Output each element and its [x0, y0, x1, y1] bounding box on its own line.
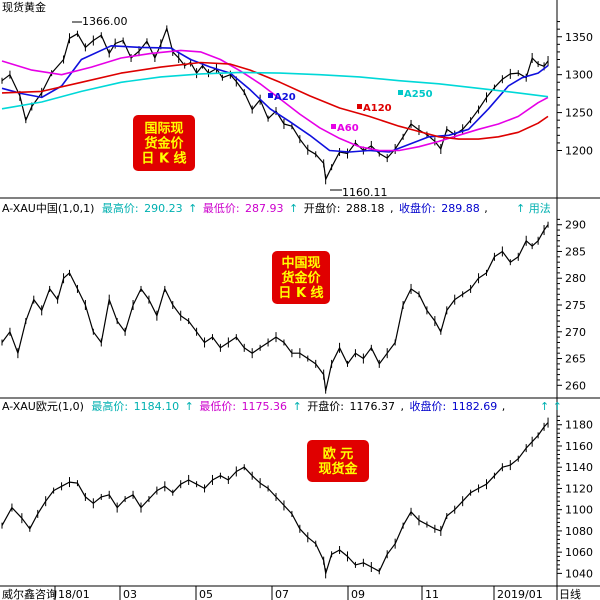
panel2-open-value: 288.18 [346, 202, 385, 215]
panel3-high-label: 最高价: [91, 399, 128, 413]
y-tick-label: 1350 [565, 31, 593, 44]
panel2-low-value: 287.93 [245, 202, 284, 215]
panel2-extra: ↑ 用法 [516, 201, 551, 215]
y-tick-label: 1040 [565, 567, 593, 580]
ma250-label: A250 [404, 89, 433, 100]
date-tick-label: 09 [351, 588, 365, 600]
y-tick-label: 275 [565, 299, 586, 312]
y-tick-label: 1120 [565, 482, 593, 495]
panel3-close-label: 收盘价: [410, 399, 447, 413]
panel1-label-line: 货金价 [144, 136, 184, 152]
panel2-open-label: 开盘价: [304, 201, 341, 215]
panel3-arrow2: ↑ [293, 400, 302, 413]
y-tick-label: 265 [565, 353, 586, 366]
panel3-name: A-XAU欧元(1,0) [2, 400, 84, 413]
panel2-sep2: , [484, 202, 488, 215]
panel2-low-label: 最低价: [203, 202, 240, 215]
panel2-name: A-XAU中国(1,0,1) [2, 202, 94, 215]
ma250-marker [398, 90, 403, 95]
panel2-high-label: 最高价: [102, 201, 139, 215]
ma20-label: A20 [274, 92, 296, 103]
price-line [1, 224, 549, 392]
ma20-marker [268, 93, 273, 98]
panel3-info-line: A-XAU欧元(1,0) 最高价: 1184.10 ↑ 最低价: 1175.36… [2, 399, 505, 413]
y-tick-label: 1200 [565, 145, 593, 158]
ma60-label: A60 [337, 123, 359, 134]
ma120-label: A120 [363, 103, 392, 114]
date-tick-label: 2019/01 [497, 588, 543, 600]
footer-source: 威尔鑫咨询 [2, 587, 57, 600]
panel3-low-value: 1175.36 [242, 400, 288, 413]
panel2-extra-text: 用法 [529, 201, 551, 215]
panel3-high-value: 1184.10 [134, 400, 180, 413]
y-tick-label: 1160 [565, 440, 593, 453]
y-tick-label: 1100 [565, 504, 593, 517]
panel2-sep: , [390, 202, 394, 215]
ma-line-a20 [1, 45, 549, 153]
ma120-marker [357, 104, 362, 109]
panel3-label-line: 欧 元 [323, 446, 354, 462]
ma-line-a120 [1, 61, 549, 140]
y-tick-label: 1060 [565, 546, 593, 559]
panel3-low-label: 最低价: [199, 400, 236, 413]
date-tick-label: 07 [275, 588, 289, 600]
y-tick-label: 290 [565, 219, 586, 232]
panel2-label-line: 货金价 [281, 270, 321, 286]
panel3-label-line: 现货金 [318, 461, 358, 477]
panel2-arrow3: ↑ [516, 202, 529, 215]
date-tick-label: 03 [123, 588, 137, 600]
y-tick-label: 260 [565, 379, 586, 392]
panel1-label-line: 国际现 [144, 122, 183, 137]
y-tick-label: 1140 [565, 461, 593, 474]
panel1-label-line: 日 K 线 [141, 151, 186, 167]
ma-line-a60 [1, 49, 549, 152]
panel2-arrow2: ↑ [289, 202, 298, 215]
panel1-title: 现货黄金 [2, 0, 46, 14]
price-line [1, 27, 549, 180]
y-tick-label: 1080 [565, 525, 593, 538]
y-tick-label: 1250 [565, 107, 593, 120]
date-tick-label: 11 [425, 588, 439, 600]
panel1-label-box [133, 115, 195, 171]
series-layer [1, 25, 549, 579]
y-tick-label: 280 [565, 272, 586, 285]
panel3-open-value: 1176.37 [350, 400, 396, 413]
panel3-sep2: , [502, 400, 506, 413]
panel2-label-line: 中国现 [281, 255, 320, 271]
ma60-marker [331, 124, 336, 129]
y-tick-label: 1180 [565, 419, 593, 432]
panel2-label-box [272, 251, 330, 304]
panel1-low-annotation: 1160.11 [342, 186, 388, 199]
price-line [1, 422, 549, 574]
panel3-arrow1: ↑ [185, 400, 194, 413]
y-tick-label: 1300 [565, 69, 593, 82]
panel2-info-line: A-XAU中国(1,0,1) 最高价: 290.23 ↑ 最低价: 287.93… [2, 201, 488, 215]
panel2-high-value: 290.23 [144, 202, 183, 215]
date-tick-label: 05 [199, 588, 213, 600]
panel3-open-label: 开盘价: [307, 399, 344, 413]
panel3-label-box [307, 440, 369, 482]
footer-period: 日线 [559, 587, 581, 600]
panel2-close-value: 289.88 [441, 202, 480, 215]
panel2-label-line: 日 K 线 [278, 285, 323, 301]
y-tick-label: 270 [565, 326, 586, 339]
date-tick-label: 18/01 [58, 588, 90, 600]
y-tick-label: 285 [565, 245, 586, 258]
panel3-close-value: 1182.69 [452, 400, 498, 413]
panel3-arrows: ↑ ↑ [540, 400, 562, 413]
panel1-high-annotation: 1366.00 [82, 15, 128, 28]
panel2-close-label: 收盘价: [399, 201, 436, 215]
ma-line-a250 [1, 71, 549, 110]
panel3-sep: , [401, 400, 405, 413]
panel2-arrow1: ↑ [188, 202, 197, 215]
